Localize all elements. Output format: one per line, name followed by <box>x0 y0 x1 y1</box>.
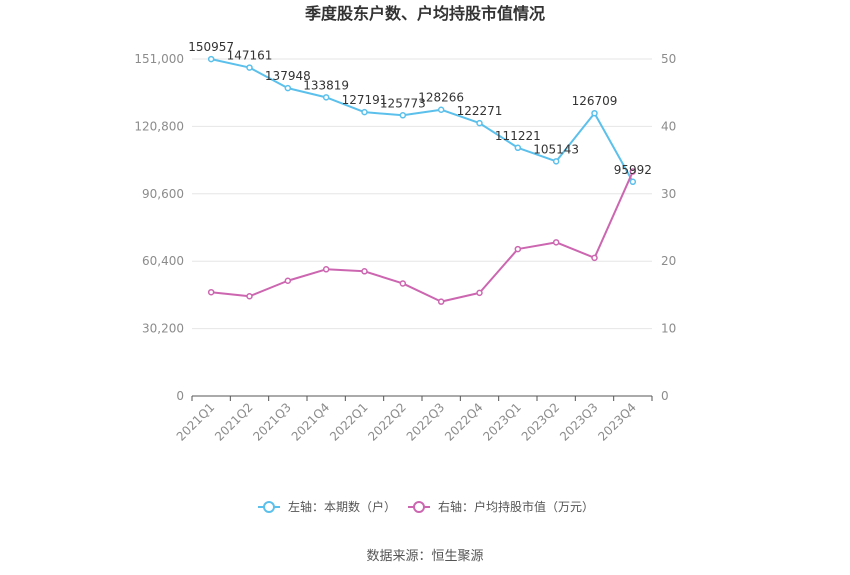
data-label: 150957 <box>188 40 234 54</box>
x-tick-label: 2022Q2 <box>365 400 409 444</box>
x-tick-label: 2023Q2 <box>519 400 563 444</box>
series-line-2 <box>211 171 634 303</box>
left-tick-label: 30,200 <box>142 322 184 336</box>
data-label: 105143 <box>533 142 579 156</box>
grid <box>192 58 652 330</box>
left-tick-label: 0 <box>176 389 184 403</box>
x-tick-label: 2022Q1 <box>327 400 371 444</box>
right-tick-label: 20 <box>661 254 676 268</box>
legend-marker-2 <box>413 501 425 513</box>
data-label: 95992 <box>614 163 652 177</box>
data-point <box>629 178 637 186</box>
right-tick-label: 10 <box>661 322 676 336</box>
data-point <box>514 144 522 152</box>
x-tick-label: 2021Q1 <box>174 400 218 444</box>
data-point <box>207 55 215 63</box>
data-label: 125773 <box>380 96 426 110</box>
data-label: 128266 <box>418 91 464 105</box>
data-label: 122271 <box>457 104 503 118</box>
legend: 左轴：本期数（户） 右轴：户均持股市值（万元） <box>258 499 594 514</box>
data-point <box>476 289 483 297</box>
data-point <box>284 84 292 92</box>
right-tick-label: 0 <box>661 389 669 403</box>
chart-title: 季度股东户数、户均持股市值情况 <box>304 4 545 23</box>
data-point <box>246 292 253 300</box>
x-tick-label: 2023Q1 <box>480 400 524 444</box>
x-tick-label: 2021Q3 <box>250 400 294 444</box>
x-tick-label: 2023Q4 <box>595 400 639 444</box>
x-tick-label: 2023Q3 <box>557 400 601 444</box>
data-label: 137948 <box>265 69 311 83</box>
data-point <box>437 298 445 305</box>
data-point <box>476 119 483 127</box>
legend-marker-1 <box>263 501 275 513</box>
right-tick-label: 50 <box>661 52 676 66</box>
data-point <box>591 109 598 117</box>
x-tick-label: 2022Q3 <box>404 400 448 444</box>
data-point <box>552 239 560 246</box>
data-point <box>514 245 522 253</box>
left-tick-label: 120,800 <box>134 119 184 133</box>
data-label: 133819 <box>303 78 349 92</box>
right-tick-label: 30 <box>661 187 676 201</box>
data-point <box>437 106 445 113</box>
left-tick-label: 60,400 <box>142 254 184 268</box>
data-point <box>284 277 292 284</box>
data-point <box>207 288 215 296</box>
data-point <box>591 254 598 262</box>
data-label: 126709 <box>572 94 618 108</box>
data-point <box>322 94 330 101</box>
legend-label-2: 右轴：户均持股市值（万元） <box>438 499 594 514</box>
data-point <box>552 158 560 165</box>
right-tick-label: 40 <box>661 119 676 133</box>
x-tick-label: 2022Q4 <box>442 400 486 444</box>
series <box>207 55 637 305</box>
data-point <box>361 108 368 116</box>
data-label: 127191 <box>342 93 388 107</box>
data-label: 147161 <box>227 49 273 63</box>
left-tick-label: 90,600 <box>142 187 184 201</box>
x-tick-label: 2021Q2 <box>212 400 256 444</box>
data-point <box>246 64 253 71</box>
data-label: 111221 <box>495 129 541 143</box>
data-point <box>322 266 330 273</box>
source-text: 数据来源：恒生聚源 <box>366 549 483 564</box>
data-point <box>361 268 368 275</box>
left-tick-label: 151,000 <box>134 52 184 66</box>
data-point <box>399 280 407 287</box>
data-point <box>399 112 407 119</box>
x-tick-label: 2021Q4 <box>289 400 333 444</box>
legend-label-1: 左轴：本期数（户） <box>288 499 396 514</box>
series-line-1 <box>210 58 634 183</box>
data-point <box>629 168 637 175</box>
